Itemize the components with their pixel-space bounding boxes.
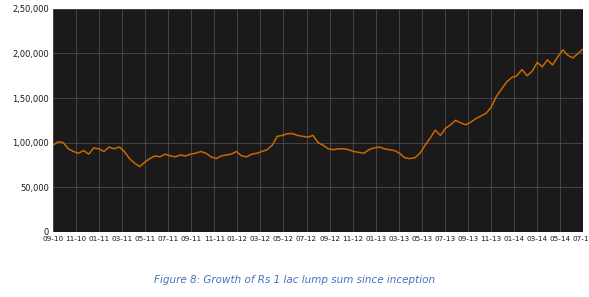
Text: Figure 8: Growth of Rs 1 lac lump sum since inception: Figure 8: Growth of Rs 1 lac lump sum si… (154, 275, 435, 285)
